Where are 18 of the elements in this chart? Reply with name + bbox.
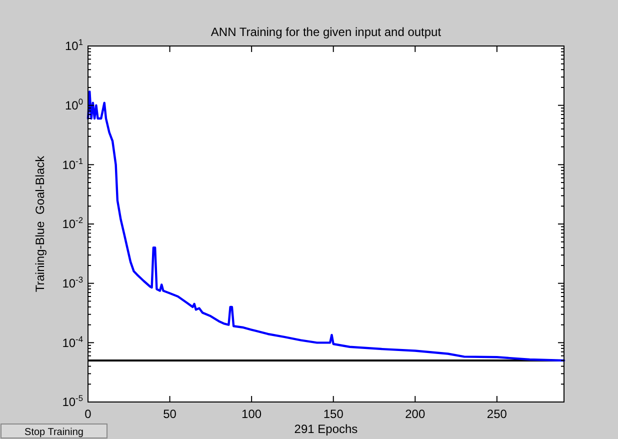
x-axis-title: 291 Epochs — [294, 422, 358, 436]
x-tick-label: 200 — [405, 407, 426, 421]
y-axis-title: Training-Blue Goal-Black — [33, 154, 47, 292]
text: Stop Training — [24, 427, 84, 438]
x-tick-label: 100 — [242, 407, 262, 421]
y-tick-label: 10$^{-1}$ — [62, 156, 84, 172]
y-tick-label: 10$^{0}$ — [64, 96, 84, 113]
x-tick-label: 250 — [486, 407, 508, 421]
line-series — [86, 90, 566, 362]
x-tick-label: 0 — [84, 407, 92, 421]
y-tick-label: 10$^{-4}$ — [62, 334, 84, 350]
chart-title: ANN Training for the given input and output — [210, 25, 442, 39]
x-tick-label: 150 — [323, 407, 344, 421]
y-tick-label: 10$^{-3}$ — [62, 274, 84, 291]
y-tick-label: 10$^{-2}$ — [62, 215, 84, 232]
x-tick-label: 50 — [163, 407, 177, 421]
y-tick-label: 10$^{1}$ — [64, 37, 84, 54]
y-tick-label: 10$^{-5}$ — [62, 393, 84, 410]
